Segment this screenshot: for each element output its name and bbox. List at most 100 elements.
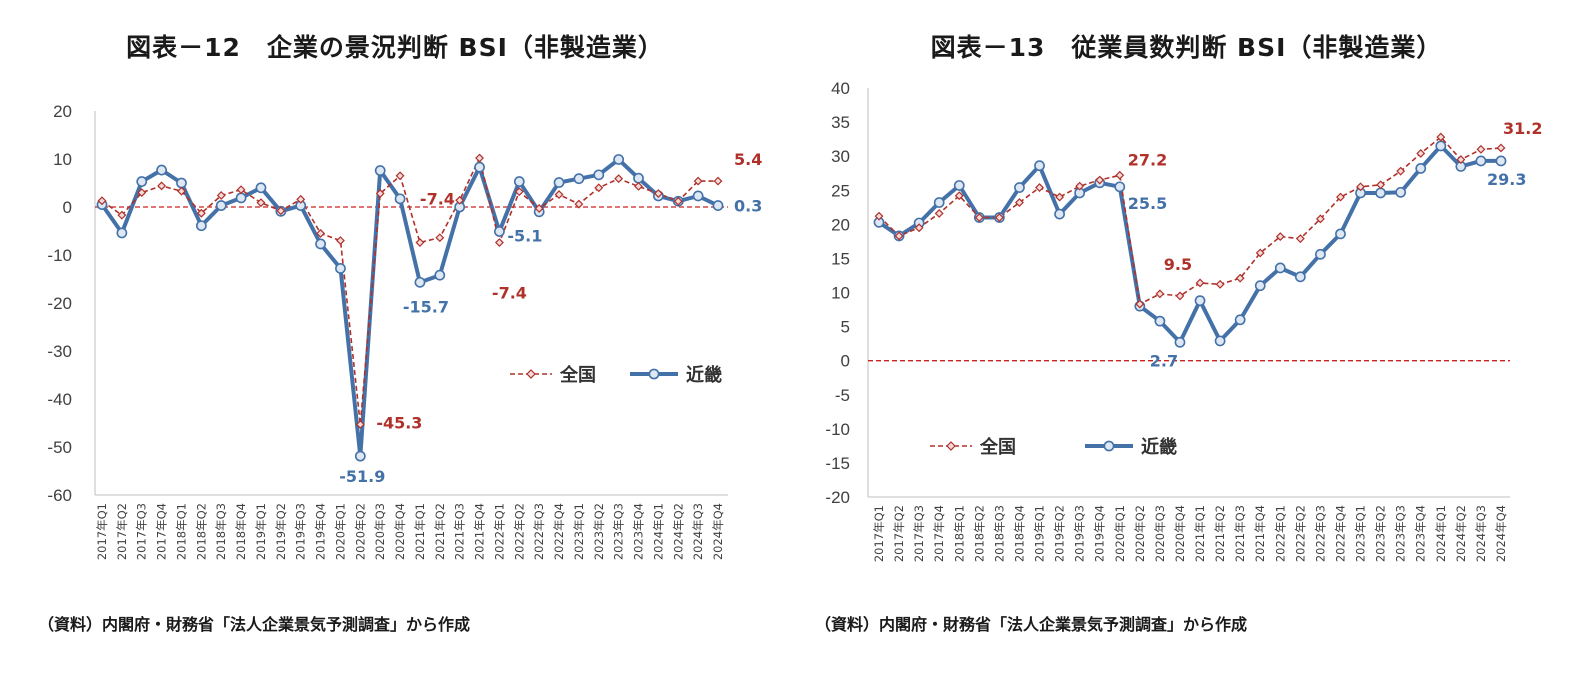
x-tick-label: 2024年Q3 (691, 503, 705, 560)
x-tick-label: 2023年Q1 (1354, 505, 1368, 562)
kinki-point (593, 169, 605, 181)
national-point (1496, 143, 1506, 153)
national-point (614, 174, 624, 184)
national-point (316, 228, 326, 238)
y-tick-label: -60 (47, 486, 72, 505)
x-tick-label: 2019年Q1 (254, 503, 268, 560)
national-point (1115, 170, 1125, 180)
employment-chart: 40 35 30 25 20 15 10 5 0 -5 -10 -15 -20 2017年Q1 2017年Q… (825, 79, 1542, 562)
chart-title-employment: 図表－13 従業員数判断 BSI（非製造業） (930, 33, 1443, 62)
kinki-point (176, 177, 187, 189)
kinki-point (1214, 335, 1226, 347)
x-tick-label: 2022年Q2 (1293, 505, 1307, 562)
kinki-point (692, 190, 704, 202)
x-tick-label: 2024年Q1 (651, 503, 665, 560)
x-tick-label: 2017年Q1 (872, 505, 886, 562)
kinki-point (354, 450, 366, 462)
chart-panel-employment: 40 35 30 25 20 15 10 5 0 -5 -10 -15 -20 2017年Q1 2017年Q… (790, 0, 1583, 681)
x-tick-label: 2020年Q1 (1113, 505, 1127, 562)
data-label: -5.1 (507, 226, 542, 245)
national-point (196, 208, 206, 218)
national-point (713, 176, 723, 186)
x-tick-label: 2022年Q2 (512, 503, 526, 560)
y-tick-label: 5 (841, 318, 850, 337)
national-point (1175, 291, 1185, 301)
kinki-point (1154, 315, 1166, 327)
national-point (1235, 273, 1245, 283)
national-point (1356, 182, 1365, 192)
x-tick-label: 2018年Q4 (234, 503, 248, 560)
series-line-national (878, 135, 1502, 306)
kinki-point (374, 165, 386, 176)
x-tick-label: 2017年Q1 (95, 503, 109, 560)
y-tick-label: 0 (841, 352, 850, 371)
national-point (236, 185, 246, 195)
legend-label-kinki: 近畿 (1141, 436, 1177, 458)
y-tick-label: -50 (47, 438, 72, 457)
national-point (1075, 181, 1085, 191)
national-point (177, 186, 186, 196)
kinki-point (633, 172, 644, 184)
data-label: 5.4 (734, 150, 762, 169)
x-tick-label: 2024年Q2 (671, 503, 685, 560)
legend-marker-national (526, 369, 536, 379)
x-tick-label: 2021年Q1 (1193, 505, 1207, 562)
kinki-point (1034, 160, 1045, 172)
national-point (137, 188, 147, 198)
x-tick-label: 2023年Q3 (612, 503, 626, 560)
y-tick-label: -5 (835, 386, 850, 405)
data-label: 27.2 (1128, 150, 1167, 169)
kinki-point (1194, 295, 1206, 307)
x-tick-label: 2019年Q4 (314, 503, 328, 560)
y-tick-label: 20 (831, 215, 850, 234)
x-tick-label: 2019年Q3 (294, 503, 308, 560)
national-point (1055, 192, 1065, 202)
data-label: -45.3 (376, 413, 422, 432)
kinki-point (1335, 228, 1346, 240)
national-point (1275, 232, 1285, 242)
x-tick-label: 2020年Q2 (1133, 505, 1147, 562)
y-tick-label: 10 (831, 284, 850, 303)
kinki-point (1395, 186, 1407, 198)
y-tick-label: -10 (47, 246, 72, 265)
x-tick-label: 2019年Q3 (1073, 505, 1087, 562)
x-tick-label: 2023年Q4 (632, 503, 646, 560)
kinki-point (1014, 182, 1025, 193)
x-tick-label: 2022年Q3 (532, 503, 546, 560)
x-tick-label: 2024年Q4 (1494, 505, 1508, 562)
x-tick-label: 2022年Q4 (552, 503, 566, 560)
national-point (1035, 183, 1044, 192)
x-tick-label: 2021年Q4 (1253, 505, 1267, 562)
x-tick-label: 2017年Q2 (892, 505, 906, 562)
x-tick-label: 2018年Q3 (214, 503, 228, 560)
kinki-point (434, 269, 446, 281)
national-point (1015, 198, 1024, 207)
national-point (693, 176, 703, 186)
kinki-point (1174, 336, 1186, 348)
x-tick-label: 2024年Q1 (1434, 505, 1448, 562)
national-point (475, 153, 484, 163)
kinki-point (315, 238, 326, 250)
national-point (994, 213, 1004, 222)
legend-marker-national (946, 441, 956, 451)
national-point (874, 211, 884, 221)
national-point (355, 419, 365, 429)
y-tick-label: -20 (47, 294, 72, 313)
x-tick-label: 2023年Q1 (572, 503, 586, 560)
data-label: 25.5 (1128, 194, 1167, 213)
data-label: -7.4 (420, 190, 455, 209)
kinki-point (1375, 187, 1387, 199)
kinki-point (1254, 280, 1266, 292)
business-conditions-chart: 20 10 0 -10 -20 -30 -40 -50 -60 2017年Q1 2017年Q2 201… (47, 102, 762, 560)
national-point (435, 233, 445, 243)
x-tick-label: 2018年Q1 (952, 505, 966, 562)
national-point (974, 213, 984, 222)
y-tick-label: 20 (53, 102, 72, 121)
x-tick-label: 2024年Q4 (711, 503, 725, 560)
national-point (534, 203, 544, 213)
x-tick-label: 2020年Q3 (373, 503, 387, 560)
series-line-kinki (877, 143, 1501, 345)
x-tick-label: 2024年Q2 (1454, 505, 1468, 562)
kinki-point (394, 193, 406, 205)
kinki-point (414, 276, 426, 288)
